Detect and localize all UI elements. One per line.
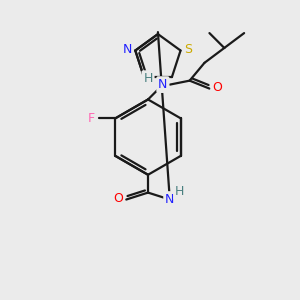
- Text: H: H: [175, 185, 184, 198]
- Text: N: N: [158, 78, 168, 91]
- Text: N: N: [165, 193, 175, 206]
- Text: H: H: [143, 72, 153, 85]
- Text: O: O: [212, 81, 222, 94]
- Text: S: S: [184, 43, 193, 56]
- Text: N: N: [123, 43, 132, 56]
- Text: O: O: [113, 192, 123, 205]
- Text: F: F: [88, 112, 95, 125]
